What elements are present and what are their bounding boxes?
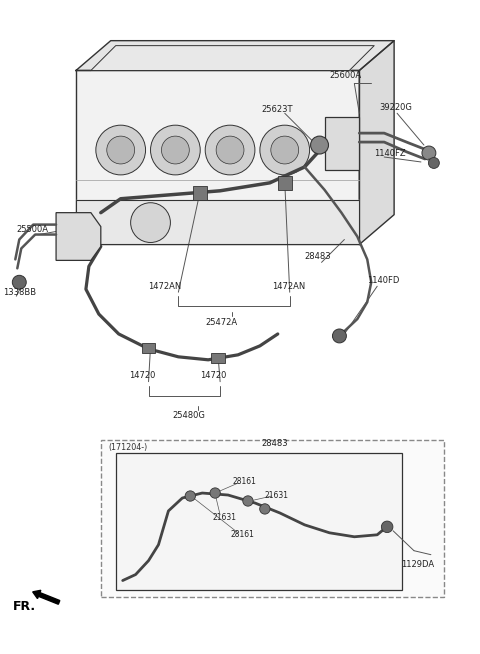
Text: 1338BB: 1338BB: [3, 288, 36, 297]
Circle shape: [311, 136, 328, 154]
Bar: [116, 453, 402, 591]
Circle shape: [12, 275, 26, 289]
Text: 21631: 21631: [265, 490, 289, 500]
Text: 25600A: 25600A: [329, 71, 361, 80]
Text: 25480G: 25480G: [172, 411, 205, 420]
Text: 1140FD: 1140FD: [367, 276, 400, 284]
Bar: [101, 440, 444, 597]
Polygon shape: [76, 71, 360, 245]
Polygon shape: [91, 46, 374, 71]
Text: 14720: 14720: [129, 371, 155, 380]
Polygon shape: [360, 41, 394, 245]
Text: 25500A: 25500A: [16, 225, 48, 234]
Text: FR.: FR.: [13, 600, 36, 613]
Circle shape: [429, 158, 439, 169]
Polygon shape: [324, 117, 360, 170]
Circle shape: [260, 504, 270, 514]
Circle shape: [151, 125, 200, 175]
FancyArrow shape: [33, 591, 60, 604]
Circle shape: [382, 521, 393, 532]
Circle shape: [185, 491, 195, 501]
Bar: [193, 186, 207, 199]
Text: 21631: 21631: [212, 513, 236, 523]
Text: 25623T: 25623T: [262, 105, 293, 114]
Text: 28483: 28483: [262, 439, 288, 448]
Text: 1472AN: 1472AN: [272, 282, 305, 291]
Circle shape: [422, 146, 436, 160]
Circle shape: [131, 203, 170, 243]
Polygon shape: [56, 213, 101, 260]
Circle shape: [205, 125, 255, 175]
Polygon shape: [76, 199, 360, 245]
Text: 28161: 28161: [232, 477, 256, 486]
Circle shape: [243, 496, 253, 506]
Polygon shape: [76, 41, 394, 71]
Bar: [211, 353, 225, 363]
Text: 25472A: 25472A: [205, 318, 237, 326]
Text: 1140FZ: 1140FZ: [374, 148, 406, 158]
Circle shape: [161, 136, 189, 164]
Circle shape: [96, 125, 145, 175]
Text: 28483: 28483: [305, 252, 331, 261]
Text: 1129DA: 1129DA: [401, 560, 434, 569]
Text: 14720: 14720: [200, 371, 227, 380]
Text: (171204-): (171204-): [109, 443, 148, 452]
Circle shape: [333, 329, 347, 343]
Circle shape: [107, 136, 134, 164]
Bar: [142, 343, 156, 353]
Text: 1472AN: 1472AN: [148, 282, 182, 291]
Circle shape: [210, 488, 220, 498]
Circle shape: [216, 136, 244, 164]
Text: 39220G: 39220G: [379, 103, 412, 112]
Circle shape: [260, 125, 310, 175]
Bar: [278, 176, 292, 190]
Text: 28161: 28161: [230, 530, 254, 540]
Circle shape: [271, 136, 299, 164]
